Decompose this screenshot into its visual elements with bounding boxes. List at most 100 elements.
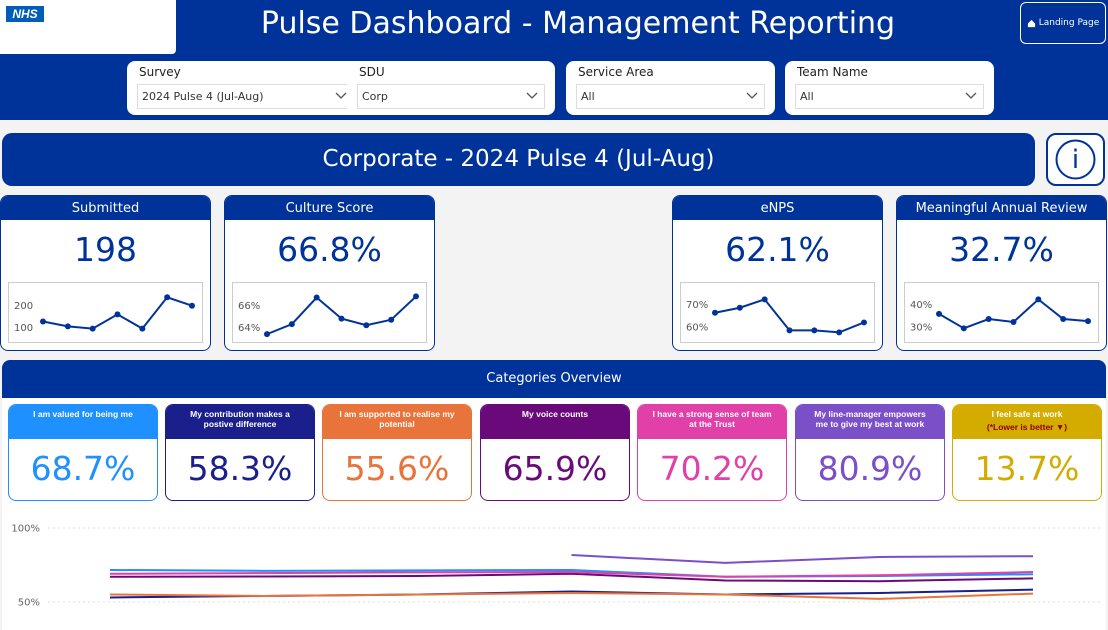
category-title: My line-manager empowers me to give my b… [796,405,944,439]
y-tick-label: 60% [686,323,708,334]
filter-label: Team Name [797,65,868,79]
chevron-path [335,92,347,99]
data-point [985,316,992,323]
kpi-card: Meaningful Annual Review 32.7% 30% 40% [896,195,1107,351]
category-title-text: I am supported to realise my potential [339,409,455,429]
data-point [786,327,793,334]
data-point [288,321,295,328]
category-title: My contribution makes a postive differen… [166,405,314,439]
data-point [836,329,843,336]
y-tick-label: 100% [11,524,40,535]
kpi-value: 62.1% [725,230,830,269]
data-point [189,302,195,309]
kpi-card: Submitted 198 100 200 [0,195,211,351]
series-line [109,571,1034,578]
y-tick-label: 200 [14,301,33,312]
sparkline: 64% 66% [232,282,427,343]
kpi-title: Meaningful Annual Review [897,196,1106,220]
y-tick-label: 40% [910,300,932,311]
landing-page-label: Landing Page [1038,18,1100,28]
category-value: 68.7% [30,449,136,488]
filter: Service Area All [566,61,775,115]
data-point [164,294,171,301]
y-tick-label: 100 [14,323,33,334]
data-point [40,318,46,325]
category-card: I am valued for being me 68.7% [8,404,158,501]
filter-label: Survey [139,65,181,79]
category-value: 55.6% [344,449,450,488]
category-value: 58.3% [187,449,293,488]
kpi-value: 66.8% [277,230,382,269]
category-card: I am supported to realise my potential 55… [322,404,472,501]
category-card: I feel safe at work (*Lower is better ▼) 1… [952,404,1102,501]
category-title-text: I am valued for being me [33,409,133,419]
chevron-path [965,92,977,99]
kpi-title: Culture Score [225,196,434,220]
data-point [960,325,967,332]
series-line [109,592,1034,600]
category-title-text: I feel safe at work [991,409,1063,419]
data-point [64,323,71,330]
data-point [936,310,942,317]
sparkline-frame [8,282,203,343]
data-point [761,296,768,303]
data-point [861,319,867,326]
chevron [335,92,347,99]
data-point [264,331,270,338]
trend-chart: 50% 100% [11,524,1102,608]
kpi-title: eNPS [673,196,882,220]
filter-dropdown[interactable]: All [576,84,765,109]
data-point [363,322,370,329]
filter-label: Service Area [578,65,654,79]
data-point [1060,316,1067,323]
sparkline-frame [904,282,1099,343]
filter: Survey 2024 Pulse 4 (Jul-Aug) [127,61,364,115]
page-title: Pulse Dashboard - Management Reporting [260,6,896,41]
filter-value: 2024 Pulse 4 (Jul-Aug) [142,90,264,103]
data-point [139,325,146,332]
category-card: I have a strong sense of team at the Tru… [637,404,787,501]
nhs-logo: NHS [6,6,44,22]
category-card: My voice counts 65.9% [480,404,630,501]
filter-value: All [800,90,814,103]
category-title: I feel safe at work (*Lower is better ▼) [953,405,1101,439]
data-point [89,325,96,332]
filter-dropdown[interactable]: Corp [357,84,545,109]
data-point [811,327,818,334]
category-title: My voice counts [481,405,629,439]
y-tick-label: 50% [18,597,40,608]
data-point [1035,296,1042,303]
category-title: I am valued for being me [9,405,157,439]
filter: SDU Corp [347,61,555,115]
data-point [338,315,345,322]
y-tick-label: 70% [686,300,708,311]
category-value: 65.9% [502,449,608,488]
category-card: My line-manager empowers me to give my b… [795,404,945,501]
chevron-path [526,92,538,99]
series-line [109,572,1034,583]
chevron-path [746,92,758,99]
data-point [313,294,320,301]
filter-value: Corp [362,90,388,103]
landing-page-button[interactable]: Landing Page [1020,2,1106,44]
info-button[interactable]: i [1046,133,1105,186]
filter-dropdown[interactable]: All [795,84,984,109]
data-point [388,316,395,323]
filter-label: SDU [359,65,385,79]
kpi-value: 32.7% [949,230,1054,269]
category-title-text: I have a strong sense of team at the Tru… [652,409,772,429]
filter: Team Name All [785,61,994,115]
chevron [746,92,758,99]
sparkline: 30% 40% [904,282,1099,343]
data-point [1010,318,1017,325]
filter-dropdown[interactable]: 2024 Pulse 4 (Jul-Aug) [137,84,354,109]
y-tick-label: 30% [910,323,932,334]
info-icon: i [1055,139,1096,180]
category-title-text: My line-manager empowers me to give my b… [814,409,926,429]
category-value: 80.9% [817,449,923,488]
data-point [736,304,743,311]
series-line [571,554,1034,564]
home-icon [1027,19,1035,27]
category-title: I am supported to realise my potential [323,405,471,439]
